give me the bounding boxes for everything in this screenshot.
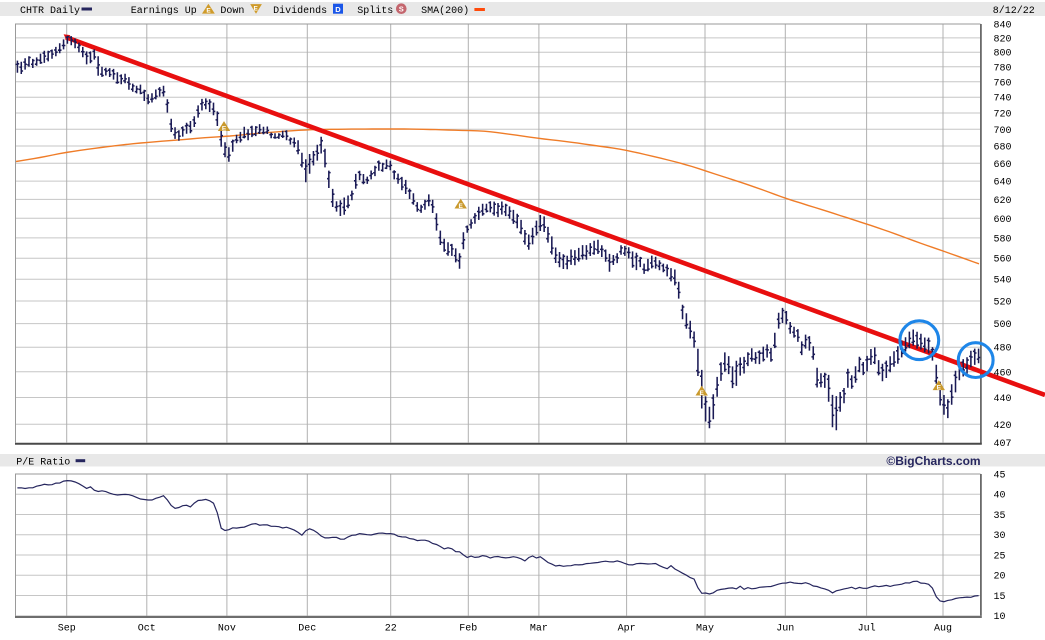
svg-text:40: 40 — [994, 491, 1006, 502]
svg-text:8/12/22: 8/12/22 — [993, 5, 1035, 17]
svg-text:640: 640 — [994, 178, 1012, 189]
svg-text:500: 500 — [994, 320, 1012, 331]
svg-text:45: 45 — [994, 471, 1006, 482]
svg-text:E: E — [254, 6, 259, 13]
svg-text:Splits: Splits — [357, 5, 393, 17]
svg-text:680: 680 — [994, 143, 1012, 154]
svg-text:600: 600 — [994, 215, 1012, 226]
svg-text:560: 560 — [994, 255, 1012, 266]
svg-text:420: 420 — [994, 421, 1012, 432]
svg-text:Dec: Dec — [298, 624, 316, 635]
svg-text:10: 10 — [994, 612, 1006, 623]
svg-text:540: 540 — [994, 276, 1012, 287]
svg-text:780: 780 — [994, 63, 1012, 74]
svg-text:35: 35 — [994, 511, 1006, 522]
svg-text:Dividends: Dividends — [273, 5, 327, 17]
svg-text:Apr: Apr — [618, 624, 636, 635]
svg-text:840: 840 — [994, 21, 1012, 32]
svg-text:460: 460 — [994, 368, 1012, 379]
svg-text:700: 700 — [994, 126, 1012, 137]
svg-text:20: 20 — [994, 572, 1006, 583]
svg-text:E: E — [222, 125, 227, 132]
svg-text:720: 720 — [994, 110, 1012, 121]
svg-text:E: E — [206, 8, 211, 15]
svg-text:15: 15 — [994, 592, 1006, 603]
svg-text:CHTR Daily: CHTR Daily — [20, 5, 80, 17]
svg-text:Mar: Mar — [530, 624, 548, 635]
svg-text:660: 660 — [994, 160, 1012, 171]
svg-text:E: E — [937, 384, 942, 391]
svg-text:Feb: Feb — [459, 623, 477, 635]
svg-text:520: 520 — [994, 297, 1012, 308]
svg-text:25: 25 — [994, 551, 1006, 562]
svg-text:580: 580 — [994, 234, 1012, 245]
svg-text:407: 407 — [994, 439, 1012, 450]
svg-text:800: 800 — [994, 49, 1012, 60]
svg-text:Oct: Oct — [138, 624, 156, 635]
svg-text:820: 820 — [994, 34, 1012, 45]
svg-text:May: May — [696, 624, 714, 635]
svg-text:S: S — [399, 5, 404, 14]
svg-text:760: 760 — [994, 78, 1012, 89]
svg-text:620: 620 — [994, 196, 1012, 207]
svg-text:©BigCharts.com: ©BigCharts.com — [886, 454, 980, 468]
svg-text:P/E Ratio: P/E Ratio — [16, 457, 70, 469]
svg-text:Nov: Nov — [218, 624, 236, 635]
svg-text:E: E — [700, 390, 705, 397]
svg-text:Aug: Aug — [934, 624, 952, 635]
svg-text:480: 480 — [994, 344, 1012, 355]
svg-text:E: E — [459, 203, 464, 210]
svg-text:740: 740 — [994, 94, 1012, 105]
svg-text:Jul: Jul — [858, 623, 876, 635]
svg-text:Sep: Sep — [58, 624, 76, 635]
svg-text:D: D — [335, 5, 341, 14]
svg-text:Earnings Up: Earnings Up — [131, 5, 197, 17]
svg-text:22: 22 — [385, 624, 397, 635]
svg-text:Down: Down — [220, 6, 244, 17]
svg-text:30: 30 — [994, 531, 1006, 542]
svg-text:Jun: Jun — [776, 624, 794, 635]
svg-text:440: 440 — [994, 394, 1012, 405]
svg-text:SMA(200): SMA(200) — [421, 5, 469, 17]
